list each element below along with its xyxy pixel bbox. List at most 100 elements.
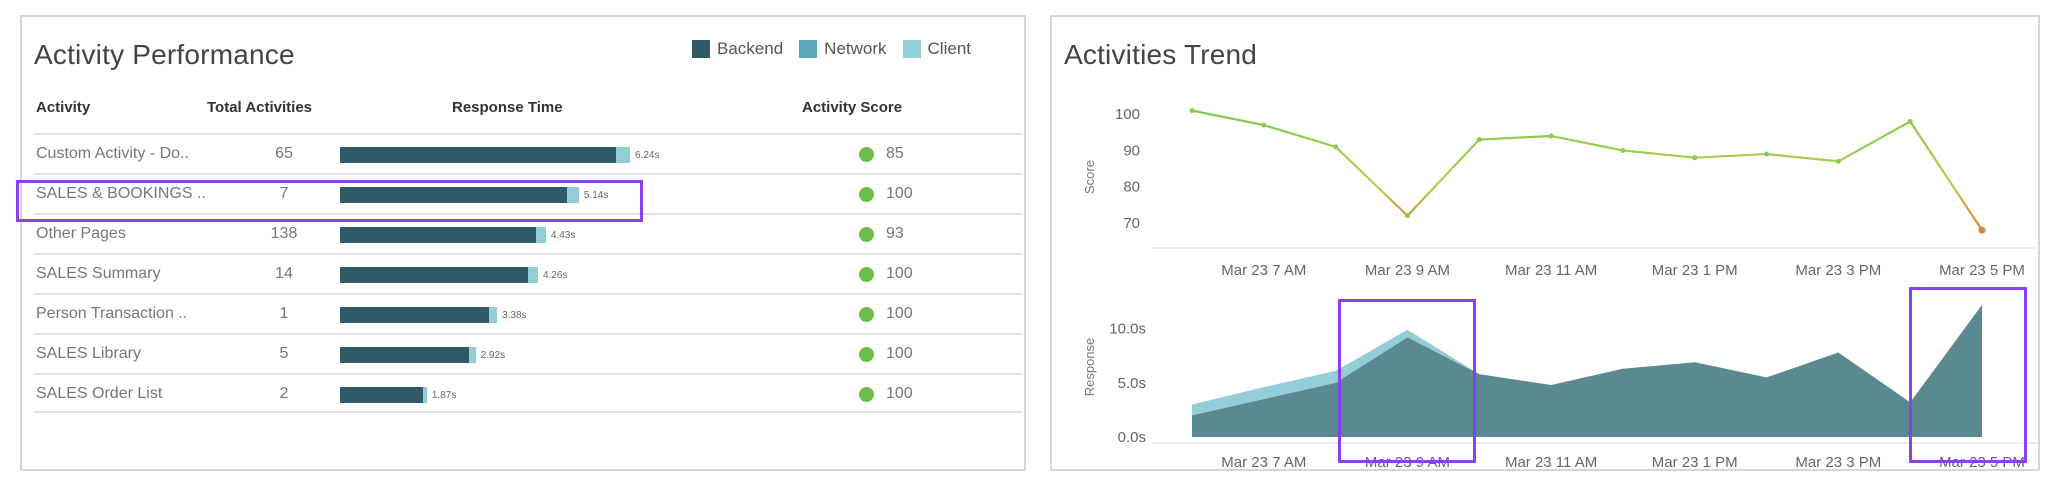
response-tick-label: 0.0s [1118, 429, 1146, 446]
response-time-bar[interactable]: 4.26s [340, 267, 567, 283]
bar-segment-client [615, 147, 630, 163]
bar-segment-client [468, 347, 476, 363]
score-status-dot [859, 347, 874, 362]
response-time-label: 2.92s [480, 349, 506, 361]
score-point [1404, 213, 1410, 219]
activity-name: SALES & BOOKINGS .. [36, 185, 206, 202]
response-time-bar[interactable]: 6.24s [340, 147, 659, 163]
score-status-dot [859, 187, 874, 202]
bar-segment-client [489, 307, 498, 323]
response-time-bar[interactable]: 1.87s [340, 387, 456, 403]
score-x-tick-label: Mar 23 7 AM [1221, 262, 1306, 279]
activity-score-value: 85 [886, 145, 904, 162]
score-axis-title: Score [1082, 160, 1097, 194]
column-header-activity[interactable]: Activity [36, 99, 91, 116]
response-tick-label: 5.0s [1118, 375, 1146, 392]
score-status-dot [859, 307, 874, 322]
score-x-tick-label: Mar 23 1 PM [1652, 262, 1738, 279]
activities-trend-chart: Score 100 90 80 70 Mar 23 7 AM Mar 23 9 AM Mar … [1082, 106, 2038, 469]
score-status-dot [859, 227, 874, 242]
total-activities-value: 7 [279, 185, 289, 202]
activity-score-value: 100 [886, 265, 913, 282]
column-header-total-activities[interactable]: Total Activities [207, 99, 313, 116]
activity-name: SALES Library [36, 345, 141, 362]
activity-name: SALES Order List [36, 385, 163, 402]
network-swatch [799, 40, 818, 58]
response-time-label: 3.38s [502, 309, 527, 321]
table-row[interactable]: Other Pages 138 4.43s 93 [34, 213, 1022, 253]
response-time-label: 6.24s [635, 149, 660, 161]
activity-name: Other Pages [36, 225, 126, 242]
activities-trend-panel: Activities Trend Score 100 90 80 70 Mar 23 7 … [1050, 15, 2040, 471]
table-row[interactable]: Custom Activity - Do.. 65 6.24s 85 [34, 133, 1022, 173]
response-time-bar[interactable]: 4.43s [340, 227, 575, 243]
bar-segment-client [566, 187, 579, 203]
score-x-tick-label: Mar 23 11 AM [1505, 262, 1597, 279]
score-x-tick-label: Mar 23 5 PM [1939, 262, 2025, 279]
response-time-label: 1.87s [431, 389, 457, 401]
bar-segment-client [528, 267, 538, 283]
table-row[interactable]: SALES Summary 14 4.26s 100 [34, 253, 1022, 293]
score-point [1261, 122, 1267, 128]
table-row[interactable]: Person Transaction .. 1 3.38s 100 [34, 293, 1022, 333]
score-point [1835, 158, 1841, 164]
score-x-tick-label: Mar 23 3 PM [1795, 262, 1881, 279]
column-header-response-time[interactable]: Response Time [452, 99, 563, 116]
response-time-bar[interactable]: 2.92s [340, 347, 505, 363]
response-time-bar[interactable]: 5.14s [340, 187, 608, 203]
bar-segment-backend [340, 187, 567, 203]
activity-name: Custom Activity - Do.. [36, 145, 189, 162]
column-header-activity-score[interactable]: Activity Score [802, 99, 903, 116]
total-activities-value: 65 [275, 145, 293, 162]
activity-name: Person Transaction .. [36, 305, 188, 322]
total-activities-value: 138 [270, 225, 298, 242]
total-activities-value: 5 [279, 345, 289, 362]
legend-item-backend[interactable]: Backend [692, 39, 783, 59]
table-row[interactable]: SALES Library 5 2.92s 100 [34, 333, 1022, 373]
score-status-dot [859, 267, 874, 282]
score-point [1692, 155, 1698, 161]
total-activities-value: 1 [279, 305, 289, 322]
legend-item-client[interactable]: Client [902, 39, 971, 59]
bar-segment-backend [340, 307, 490, 323]
bar-segment-client [535, 227, 546, 243]
legend-item-network[interactable]: Network [799, 39, 887, 59]
score-tick-label: 90 [1123, 142, 1140, 159]
activity-score-value: 100 [886, 305, 913, 322]
backend-swatch [692, 40, 710, 58]
score-point [1620, 147, 1626, 153]
score-tick-label: 70 [1123, 215, 1140, 232]
bar-segment-backend [340, 147, 616, 163]
table-row[interactable]: SALES Order List 2 1.87s 100 [34, 373, 1022, 413]
bar-segment-backend [340, 387, 423, 403]
score-point [1548, 133, 1554, 139]
bar-segment-client [422, 387, 427, 403]
activity-score-value: 100 [886, 345, 913, 362]
response-area-backend [1192, 304, 1982, 437]
response-x-tick-label: Mar 23 1 PM [1652, 454, 1738, 469]
legend-label-backend: Backend [717, 39, 784, 58]
bar-segment-backend [340, 347, 469, 363]
response-time-bar[interactable]: 3.38s [340, 307, 527, 323]
bar-segment-backend [340, 267, 529, 283]
score-point [1476, 137, 1482, 143]
response-axis-title: Response [1082, 338, 1097, 397]
response-x-tick-label: Mar 23 3 PM [1795, 454, 1881, 469]
activities-trend-title: Activities Trend [1064, 39, 1258, 70]
activity-score-value: 93 [886, 225, 904, 242]
table-row[interactable]: SALES & BOOKINGS .. 7 5.14s 100 [34, 173, 1022, 213]
score-tick-label: 80 [1123, 179, 1140, 196]
score-point [1907, 118, 1913, 124]
client-swatch [902, 40, 921, 58]
response-x-tick-label: Mar 23 7 AM [1221, 454, 1306, 469]
score-tick-label: 100 [1115, 106, 1140, 123]
activity-name: SALES Summary [36, 265, 161, 282]
legend-label-network: Network [824, 39, 887, 58]
response-tick-label: 10.0s [1109, 321, 1146, 338]
response-time-label: 5.14s [583, 189, 609, 201]
score-point [1978, 226, 1986, 234]
score-point [1189, 108, 1195, 114]
activity-performance-panel: Activity Performance Backend Network Cli… [16, 15, 1026, 471]
response-x-tick-label: Mar 23 5 PM [1939, 454, 2025, 469]
bar-segment-backend [340, 227, 536, 243]
